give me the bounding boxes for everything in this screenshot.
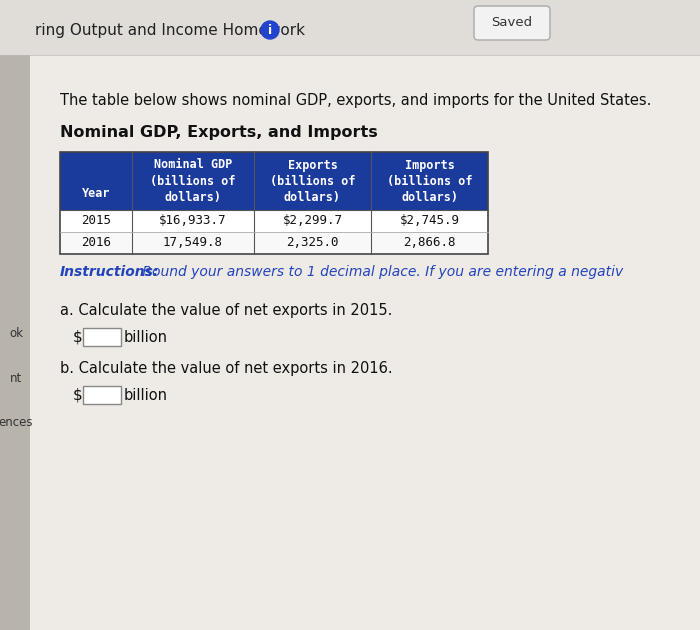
Text: ok: ok (9, 328, 23, 340)
FancyBboxPatch shape (474, 6, 550, 40)
Text: billion: billion (124, 329, 168, 345)
Text: Instructions:: Instructions: (60, 265, 160, 279)
Text: ences: ences (0, 416, 34, 428)
Text: $2,299.7: $2,299.7 (283, 214, 342, 227)
Text: 2,866.8: 2,866.8 (403, 236, 456, 249)
Text: Exports
(billions of
dollars): Exports (billions of dollars) (270, 159, 355, 203)
Text: Nominal GDP
(billions of
dollars): Nominal GDP (billions of dollars) (150, 159, 236, 203)
Bar (83, 386, 121, 404)
Text: $: $ (73, 329, 83, 345)
Text: Saved: Saved (491, 16, 533, 30)
Text: 2016: 2016 (81, 236, 111, 249)
Text: billion: billion (124, 387, 168, 403)
Text: a. Calculate the value of net exports in 2015.: a. Calculate the value of net exports in… (60, 302, 393, 318)
Bar (60, 232, 488, 254)
Text: $: $ (73, 387, 83, 403)
Text: The table below shows nominal GDP, exports, and imports for the United States.: The table below shows nominal GDP, expor… (60, 93, 652, 108)
Text: 17,549.8: 17,549.8 (163, 236, 223, 249)
Text: Year: Year (82, 187, 111, 200)
Bar (0, 0, 700, 55)
Text: b. Calculate the value of net exports in 2016.: b. Calculate the value of net exports in… (60, 360, 393, 375)
Bar (60, 210, 488, 232)
Text: Round your answers to 1 decimal place. If you are entering a negativ: Round your answers to 1 decimal place. I… (138, 265, 623, 279)
Text: $2,745.9: $2,745.9 (400, 214, 459, 227)
Text: i: i (268, 23, 272, 37)
Circle shape (261, 21, 279, 39)
Bar (60, 152, 488, 254)
Text: 2,325.0: 2,325.0 (286, 236, 339, 249)
Bar (0, 0, 30, 630)
Text: Imports
(billions of
dollars): Imports (billions of dollars) (386, 159, 472, 203)
Text: 2015: 2015 (81, 214, 111, 227)
Text: $16,933.7: $16,933.7 (160, 214, 227, 227)
Bar (60, 152, 488, 210)
Text: Nominal GDP, Exports, and Imports: Nominal GDP, Exports, and Imports (60, 125, 378, 140)
Text: nt: nt (10, 372, 22, 384)
Bar (83, 328, 121, 346)
Text: ring Output and Income Homework: ring Output and Income Homework (35, 23, 305, 38)
